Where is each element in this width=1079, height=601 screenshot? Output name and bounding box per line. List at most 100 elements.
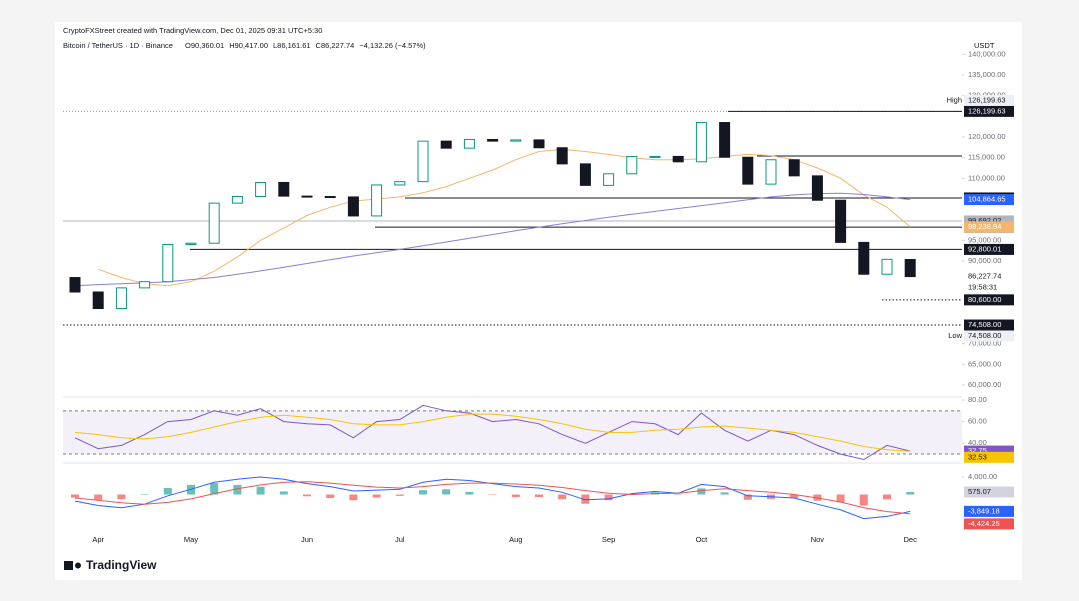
y-tick-label: 135,000.00 — [968, 70, 1006, 79]
rsi-value: 32.75 — [968, 446, 987, 455]
level-label: 92,800.01 — [968, 244, 1001, 253]
candle-body — [765, 159, 777, 185]
x-tick-label: Jul — [395, 535, 405, 544]
candle-body — [835, 199, 847, 243]
candle-body — [278, 181, 290, 197]
moving-average — [98, 148, 911, 287]
candle-body — [417, 140, 429, 183]
level-label-box — [964, 319, 1014, 331]
histogram-bar — [604, 494, 613, 501]
logo-mark — [64, 561, 73, 570]
histogram-bar — [859, 494, 868, 506]
histogram-bar — [697, 488, 706, 495]
x-tick-label: Jun — [301, 535, 313, 544]
ma-label: 104,864.65 — [968, 195, 1006, 204]
high-label: High — [947, 95, 962, 104]
y-tick-label: 60.00 — [968, 417, 987, 426]
candle-body — [440, 140, 452, 149]
level-label: 80,600.00 — [968, 295, 1001, 304]
macd-value: -3,849.18 — [968, 506, 1000, 515]
price-label-box — [964, 271, 1014, 283]
histogram-bar — [256, 486, 265, 495]
histogram-bar — [163, 487, 172, 495]
histogram-bar — [581, 494, 590, 504]
histogram-bar — [535, 494, 543, 498]
candle-body — [695, 122, 707, 163]
histogram-bar — [94, 494, 103, 500]
x-tick-label: Apr — [92, 535, 104, 544]
histogram-bar — [836, 494, 845, 503]
y-tick-label: 40.00 — [968, 438, 987, 447]
high-value: 126,199.63 — [968, 95, 1006, 104]
histogram-bar — [558, 494, 567, 500]
y-tick-label: 120,000.00 — [968, 132, 1006, 141]
candle-body — [904, 259, 916, 278]
level-label-box — [964, 294, 1014, 306]
candle-body — [579, 163, 591, 186]
candle-body — [92, 291, 104, 310]
y-tick-label: 60,000.00 — [968, 380, 1001, 389]
candle-body — [626, 155, 638, 175]
histogram-bar — [326, 494, 335, 499]
rsi-band — [63, 410, 962, 455]
low-value: 74,508.00 — [968, 331, 1001, 340]
y-tick-label: 80.00 — [968, 395, 987, 404]
histogram-bar — [511, 494, 520, 498]
candle-body — [788, 159, 800, 177]
candle-body — [115, 287, 127, 310]
histogram-bar — [743, 494, 752, 500]
histogram-bar — [117, 494, 126, 500]
price-label: 86,227.74 — [968, 272, 1001, 281]
logo-dot — [75, 562, 81, 569]
high-value-box — [964, 94, 1014, 106]
candle-body — [394, 181, 406, 186]
candle-body — [185, 242, 197, 245]
x-tick-label: Oct — [696, 535, 709, 544]
low-label: Low — [948, 331, 962, 340]
ma-label-box — [964, 194, 1014, 206]
histogram-bar — [71, 494, 79, 498]
x-tick-label: Aug — [509, 535, 522, 544]
histogram-bar — [395, 494, 404, 496]
moving-average — [74, 192, 911, 287]
candle-body — [672, 155, 684, 163]
macd-value-box — [964, 505, 1014, 517]
ohlc-value: L86,161.61 — [273, 41, 311, 50]
histogram-bar — [790, 494, 799, 499]
level-label: 126,199.63 — [968, 106, 1006, 115]
ma-label: 98,238.94 — [968, 222, 1001, 231]
candle-body — [603, 173, 615, 186]
candle-body — [811, 175, 823, 201]
level-label-box — [964, 215, 1014, 227]
rsi-line — [74, 413, 911, 452]
countdown: 19:58:31 — [968, 283, 997, 292]
y-tick-label: 4,000.00 — [968, 472, 997, 481]
histogram-bar — [442, 489, 451, 495]
histogram-value: 575.07 — [968, 487, 991, 496]
chart-title: CryptoFXStreet created with TradingView.… — [63, 26, 322, 35]
histogram-value-box — [964, 486, 1014, 498]
candle-body — [510, 139, 522, 142]
candle-body — [139, 281, 151, 289]
y-tick-label: 65,000.00 — [968, 359, 1001, 368]
candle-body — [649, 155, 661, 158]
histogram-bar — [349, 494, 358, 501]
candle-body — [556, 147, 568, 165]
histogram-bar — [674, 494, 683, 496]
candle-body — [255, 181, 267, 198]
y-tick-label: 95,000.00 — [968, 235, 1001, 244]
histogram-bar — [883, 494, 891, 500]
histogram-bar — [419, 490, 427, 495]
level-label: 99,692.02 — [968, 216, 1001, 225]
ohlc-value: C86,227.74 — [316, 41, 355, 50]
histogram-bar — [210, 483, 219, 495]
candle-body — [742, 156, 754, 185]
ma-label-box — [964, 221, 1014, 233]
histogram-bar — [906, 492, 915, 495]
histogram-bar — [465, 491, 474, 495]
candle-body — [371, 184, 383, 217]
x-tick-label: May — [184, 535, 198, 544]
rsi-value: 32.53 — [968, 452, 987, 461]
macd-value-box — [964, 518, 1014, 530]
